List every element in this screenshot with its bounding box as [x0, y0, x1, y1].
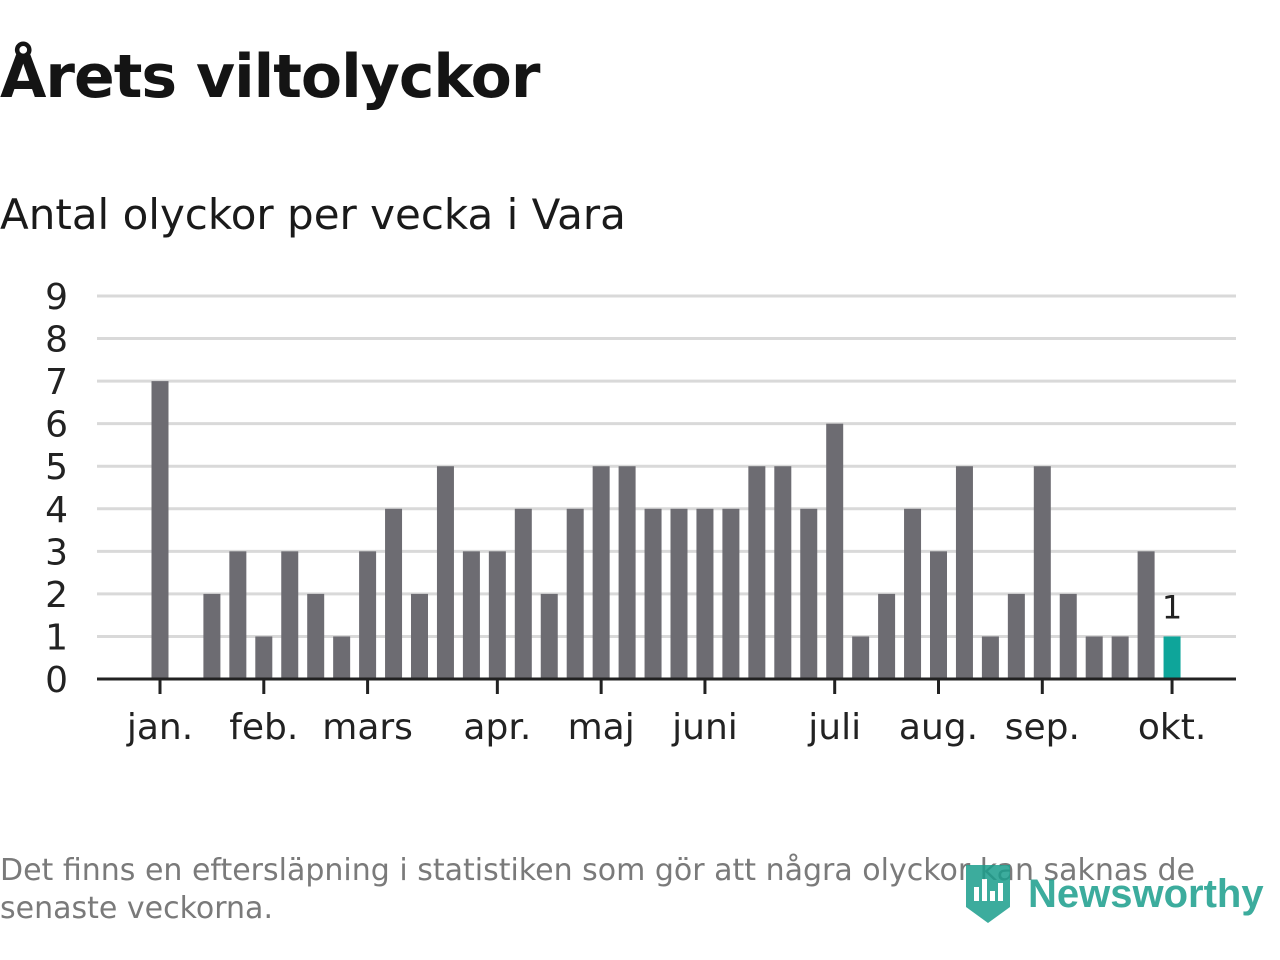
bar: [411, 593, 428, 679]
bar: [307, 593, 325, 679]
bar: [930, 551, 947, 679]
bar: [203, 593, 221, 679]
bar: [255, 636, 273, 679]
bar: [540, 593, 558, 679]
bar: [592, 466, 610, 679]
y-tick-label: 1: [45, 617, 68, 658]
newsworthy-logo: Newsworthy: [962, 860, 1264, 928]
bar: [333, 636, 351, 679]
bar: [644, 508, 662, 679]
newsworthy-logo-icon: [966, 865, 1010, 923]
bar: [229, 551, 247, 679]
bar: [981, 636, 999, 679]
bar: [826, 423, 844, 679]
y-tick-label: 9: [45, 277, 68, 318]
bar: [359, 551, 377, 679]
bar: [955, 466, 973, 679]
bar: [566, 508, 584, 679]
bar: [151, 381, 169, 679]
bar: [514, 508, 532, 679]
bar: [800, 508, 818, 679]
bar: [1085, 636, 1103, 679]
logo-text: Newsworthy: [1028, 871, 1264, 916]
bar: [1059, 593, 1077, 679]
y-tick-label: 7: [45, 362, 68, 403]
bar: [878, 593, 896, 679]
x-tick-label: sep.: [1005, 707, 1080, 748]
x-tick-label: juni: [671, 707, 738, 748]
x-tick-label: mars: [322, 707, 413, 748]
bar: [462, 551, 480, 679]
x-tick-label: feb.: [229, 707, 298, 748]
bar: [670, 508, 688, 679]
bar: [618, 466, 636, 679]
bar: [281, 551, 299, 679]
bar: [1111, 636, 1129, 679]
bar: [748, 466, 766, 679]
y-tick-label: 2: [45, 575, 68, 616]
y-tick-label: 6: [45, 405, 68, 446]
y-tick-label: 8: [45, 320, 68, 361]
bar-highlight: [1163, 636, 1181, 679]
x-tick-label: okt.: [1138, 707, 1206, 748]
bar: [722, 508, 740, 679]
bar: [488, 551, 506, 679]
bar: [436, 466, 454, 679]
bar: [1137, 551, 1155, 679]
bar: [904, 508, 922, 679]
bar: [696, 508, 714, 679]
bar: [1007, 593, 1025, 679]
x-tick-label: juli: [807, 707, 861, 748]
bar: [1033, 466, 1051, 679]
data-label: 1: [1162, 588, 1182, 626]
y-tick-label: 5: [45, 447, 68, 488]
bar: [774, 466, 792, 679]
y-tick-label: 3: [45, 532, 68, 573]
x-tick-label: apr.: [463, 707, 531, 748]
chart-title: Årets viltolyckor: [0, 42, 540, 112]
bar: [852, 636, 870, 679]
bar: [385, 508, 403, 679]
x-tick-label: maj: [568, 707, 635, 748]
y-tick-label: 0: [45, 660, 68, 701]
y-tick-label: 4: [45, 490, 68, 531]
x-tick-label: jan.: [126, 707, 193, 748]
chart-subtitle: Antal olyckor per vecka i Vara: [0, 190, 626, 239]
x-tick-label: aug.: [899, 707, 978, 748]
